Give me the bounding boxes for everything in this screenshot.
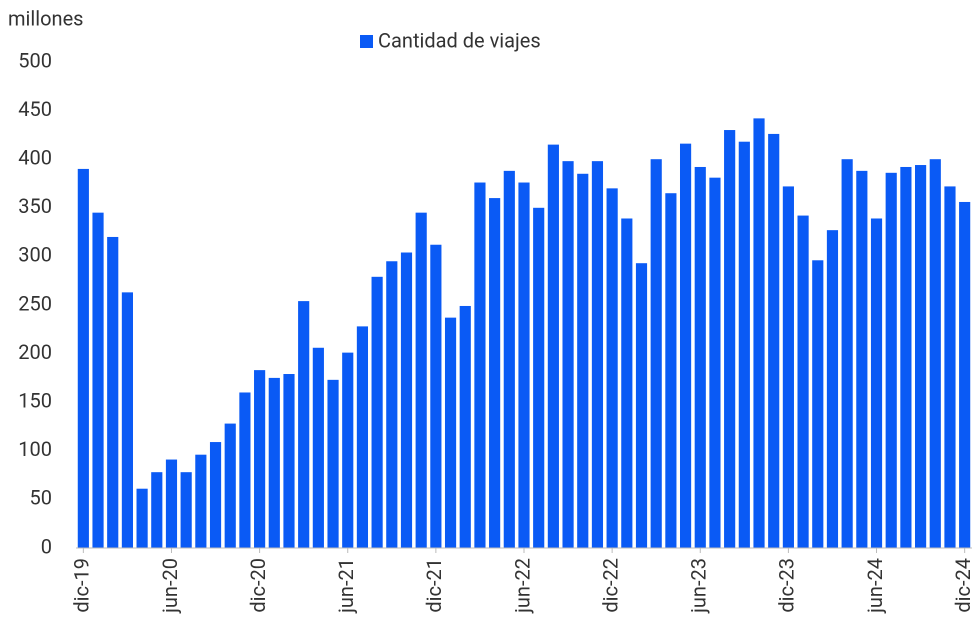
bar (841, 159, 853, 548)
bar (547, 144, 559, 548)
bar (151, 472, 163, 548)
bar (650, 159, 662, 548)
bar (753, 118, 765, 548)
bar (239, 392, 251, 548)
y-tick-label: 350 (18, 194, 52, 218)
bar (915, 165, 927, 549)
bar (562, 161, 574, 549)
bar (430, 244, 442, 548)
x-tick-label: dic-21 (422, 558, 446, 613)
bar (386, 261, 398, 548)
x-tick-label: dic-19 (70, 558, 94, 613)
bar (77, 168, 89, 549)
bar (870, 218, 883, 548)
bar (944, 186, 956, 548)
bar (533, 207, 545, 549)
x-tick-label: jun-23 (687, 558, 711, 614)
bar (180, 472, 192, 548)
bar (679, 143, 692, 548)
legend-swatch (360, 35, 373, 48)
bar (665, 193, 677, 548)
bar (621, 218, 633, 548)
bar (577, 173, 589, 548)
bar (136, 488, 148, 548)
bar (518, 182, 530, 548)
bar (342, 352, 354, 548)
bar (312, 347, 324, 548)
bar (444, 317, 457, 548)
y-tick-label: 300 (18, 243, 52, 267)
bar (474, 182, 486, 548)
bar (709, 177, 721, 548)
bar (694, 166, 706, 548)
bar (959, 201, 971, 548)
bar (195, 454, 207, 548)
bar (268, 377, 280, 548)
bar (591, 161, 604, 549)
bar (92, 212, 104, 548)
bar (606, 188, 618, 549)
bar (327, 379, 339, 548)
y-axis-label: millones (8, 6, 84, 30)
x-tick-label: jun-20 (158, 558, 182, 614)
y-tick-label: 200 (18, 340, 52, 364)
y-tick-label: 400 (18, 145, 52, 169)
bar (900, 166, 912, 548)
y-tick-label: 0 (41, 534, 52, 558)
bar (929, 159, 941, 548)
bar (459, 305, 471, 548)
bar (400, 252, 413, 548)
y-tick-label: 100 (18, 437, 52, 461)
y-tick-label: 500 (18, 48, 52, 72)
bar (283, 374, 295, 548)
bar (356, 326, 369, 548)
bar (254, 370, 266, 548)
bar (298, 301, 310, 548)
bar (224, 423, 236, 548)
bar (797, 215, 809, 549)
bar (724, 130, 736, 549)
x-tick-label: jun-22 (510, 558, 534, 614)
bar (782, 186, 794, 548)
bar (489, 198, 501, 548)
x-tick-label: dic-20 (246, 558, 270, 613)
legend-label: Cantidad de viajes (378, 28, 541, 52)
bar (371, 276, 383, 548)
bar (635, 263, 648, 548)
x-tick-label: dic-23 (775, 558, 799, 613)
x-tick-label: jun-21 (334, 558, 358, 614)
y-tick-label: 150 (18, 388, 52, 412)
y-tick-label: 50 (30, 486, 52, 510)
bar (826, 230, 839, 548)
bar (107, 236, 119, 548)
y-tick-label: 250 (18, 291, 52, 315)
x-tick-label: jun-24 (863, 558, 887, 614)
bar (121, 292, 133, 548)
x-tick-label: dic-22 (598, 558, 622, 613)
bar (812, 260, 824, 548)
bar (209, 442, 222, 548)
bar (738, 141, 750, 549)
bar (768, 133, 780, 549)
bar (415, 212, 427, 548)
bar (165, 459, 178, 548)
bar (856, 170, 868, 548)
x-tick-label: dic-24 (951, 558, 975, 613)
y-tick-label: 450 (18, 97, 52, 121)
bar (503, 170, 515, 548)
bar (885, 172, 897, 549)
